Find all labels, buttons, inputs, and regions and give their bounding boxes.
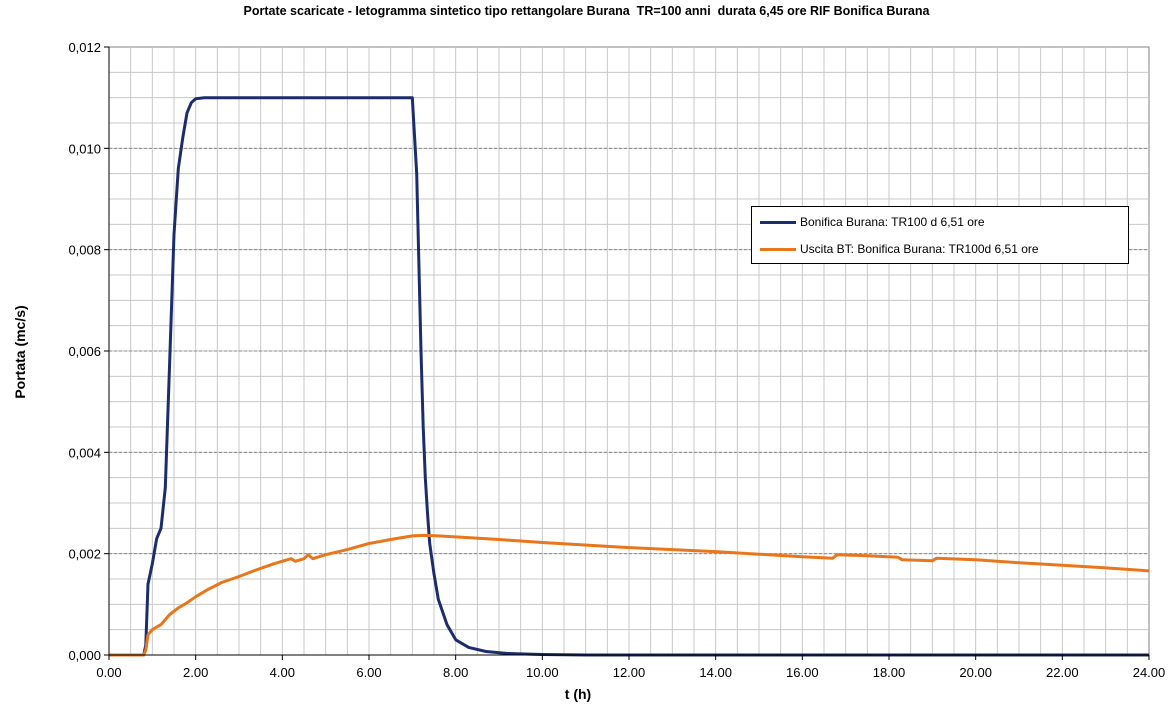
- x-tick-label: 18.00: [873, 665, 906, 680]
- legend-swatch-outflow: [760, 247, 796, 251]
- x-axis-ticks: 0.00 2.00 4.00 6.00 8.00 10.00 12.00 14.00 16.00…: [96, 655, 1165, 680]
- legend: Bonifica Burana: TR100 d 6,51 ore Uscita…: [751, 206, 1129, 264]
- x-tick-label: 4.00: [270, 665, 295, 680]
- series-group: [109, 96, 1150, 657]
- y-axis-ticks: 0,000 0,002 0,004 0,006 0,008 0,010 0,012: [68, 40, 109, 663]
- legend-item-outflow: Uscita BT: Bonifica Burana: TR100d 6,51 …: [760, 242, 1039, 256]
- x-tick-label: 12.00: [613, 665, 646, 680]
- x-tick-label: 16.00: [786, 665, 819, 680]
- legend-label-outflow: Uscita BT: Bonifica Burana: TR100d 6,51 …: [800, 242, 1039, 256]
- legend-swatch-inflow: [760, 220, 796, 224]
- y-tick-label: 0,006: [68, 344, 101, 359]
- y-axis-label: Portata (mc/s): [12, 305, 28, 399]
- series-line-outflow: [109, 533, 1150, 657]
- legend-label-inflow: Bonifica Burana: TR100 d 6,51 ore: [800, 215, 985, 229]
- y-tick-label: 0,000: [68, 648, 101, 663]
- y-tick-label: 0,012: [68, 40, 101, 55]
- x-tick-label: 20.00: [959, 665, 992, 680]
- x-tick-label: 24.00: [1133, 665, 1166, 680]
- y-tick-label: 0,002: [68, 547, 101, 562]
- x-tick-label: 0.00: [96, 665, 121, 680]
- x-tick-label: 14.00: [699, 665, 732, 680]
- x-tick-label: 10.00: [526, 665, 559, 680]
- y-tick-label: 0,010: [68, 141, 101, 156]
- x-tick-label: 2.00: [183, 665, 208, 680]
- x-tick-label: 8.00: [443, 665, 468, 680]
- y-tick-label: 0,008: [68, 243, 101, 258]
- x-axis-label: t (h): [564, 686, 592, 702]
- x-tick-label: 6.00: [356, 665, 381, 680]
- legend-item-inflow: Bonifica Burana: TR100 d 6,51 ore: [760, 215, 985, 229]
- series-line-inflow: [109, 96, 1149, 657]
- x-tick-label: 22.00: [1046, 665, 1079, 680]
- chart-title: Portate scaricate - Ietogramma sintetico…: [243, 4, 930, 18]
- y-tick-label: 0,004: [68, 445, 101, 460]
